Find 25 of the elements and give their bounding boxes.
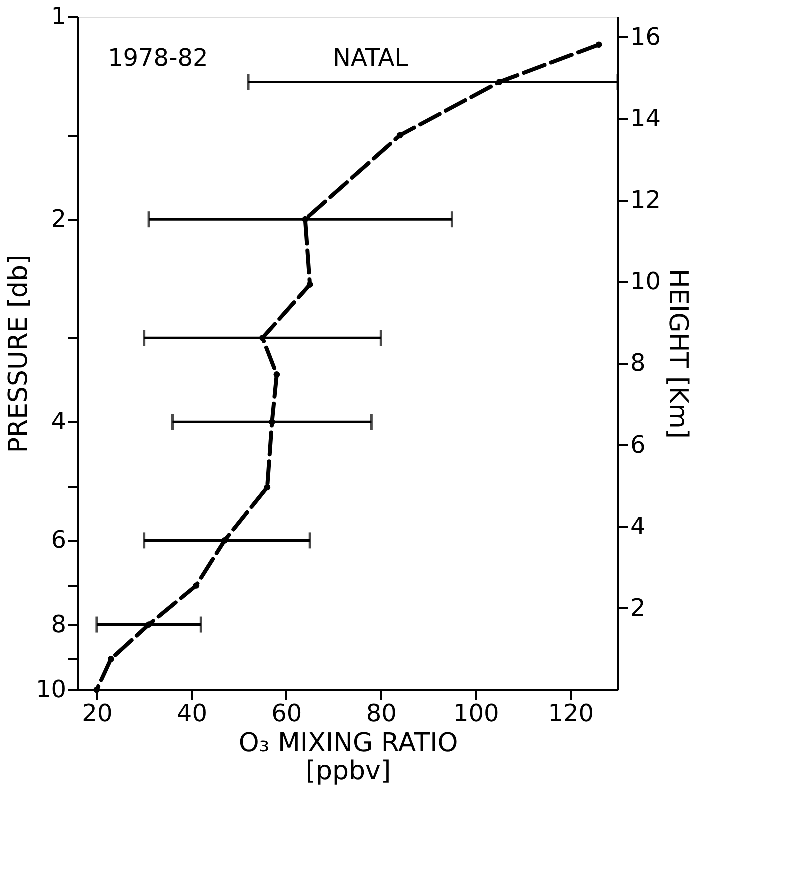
y2-tick-label: 10	[630, 268, 662, 296]
y-tick-label: 1	[51, 2, 66, 30]
x-tick-label: 100	[453, 700, 500, 728]
annotation: NATAL	[333, 44, 409, 72]
y2-tick-label: 2	[630, 594, 646, 622]
y-tick-label: 2	[51, 205, 66, 234]
x-tick-label: 20	[82, 700, 113, 728]
y-tick-label: 6	[51, 526, 66, 554]
y-tick-label: 4	[51, 408, 66, 436]
x-tick-label: 120	[548, 700, 594, 728]
y2-tick-label: 6	[630, 430, 646, 459]
y2-tick-label: 12	[630, 186, 662, 214]
y2-tick-label: 14	[630, 104, 662, 132]
x-tick-label: 40	[176, 700, 208, 728]
y-tick-label: 10	[36, 676, 66, 704]
x-tick-label: 80	[366, 700, 397, 728]
y2-tick-label: 8	[630, 349, 646, 378]
y2-tick-label: 16	[630, 22, 662, 51]
annotation: 1978-82	[108, 44, 208, 72]
x-tick-label: 60	[272, 700, 302, 728]
y-axis-title: PRESSURE [db]	[4, 254, 34, 454]
y2-axis-title: HEIGHT [Km]	[663, 268, 694, 440]
y2-tick-label: 4	[630, 512, 646, 540]
x-axis-title: O₃ MIXING RATIO [ppbv]	[238, 728, 458, 786]
y-tick-label: 8	[51, 610, 66, 638]
